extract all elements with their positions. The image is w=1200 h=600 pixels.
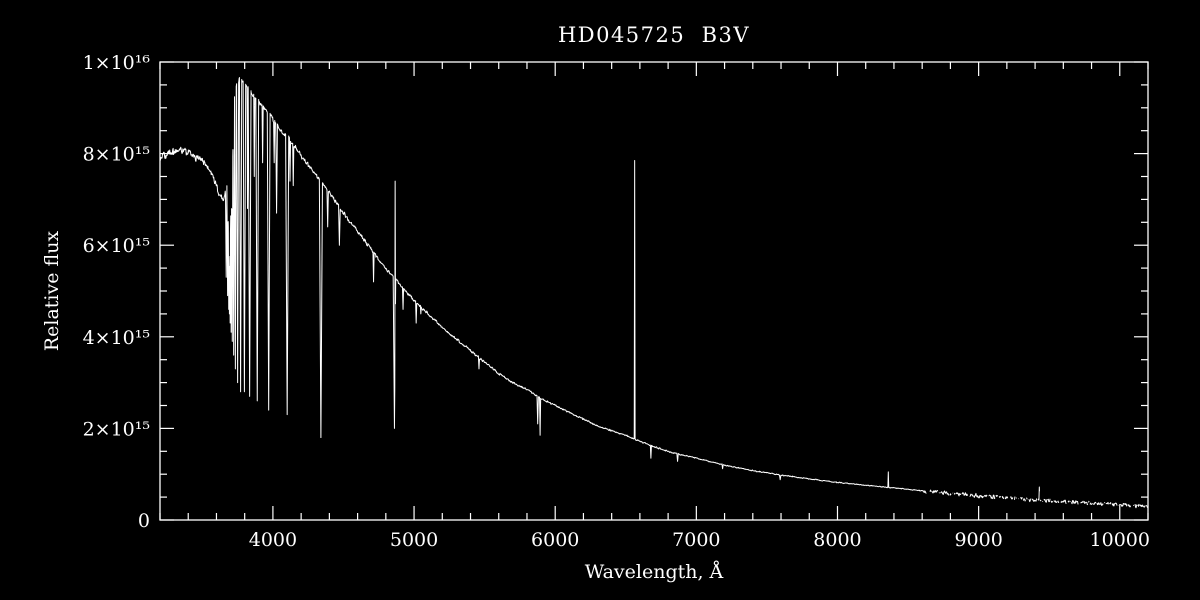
y-tick-label: 4×10¹⁵ [83,327,150,349]
y-tick-label: 1×10¹⁶ [83,52,151,74]
y-tick-label: 6×10¹⁵ [83,235,150,257]
x-tick-label: 10000 [1090,529,1150,551]
x-tick-label: 4000 [249,529,297,551]
y-axis-label: Relative flux [41,231,63,352]
y-tick-label: 2×10¹⁵ [83,418,150,440]
tick-marks [159,61,1149,521]
y-tick-label: 0 [138,510,150,532]
tick-labels: 4000 5000 6000 7000 8000 9000 10000 0 2×10¹⁵ 4×10… [83,52,1150,551]
axes-box [159,61,1149,521]
x-tick-label: 6000 [531,529,579,551]
spectrum-curve [159,77,1149,509]
y-tick-label: 8×10¹⁵ [83,144,150,166]
x-tick-label: 8000 [813,529,861,551]
x-axis-label: Wavelength, Å [585,561,724,583]
chart-title: HD045725 B3V [558,23,750,47]
x-tick-label: 7000 [672,529,720,551]
x-tick-label: 9000 [954,529,1002,551]
x-tick-label: 5000 [390,529,438,551]
